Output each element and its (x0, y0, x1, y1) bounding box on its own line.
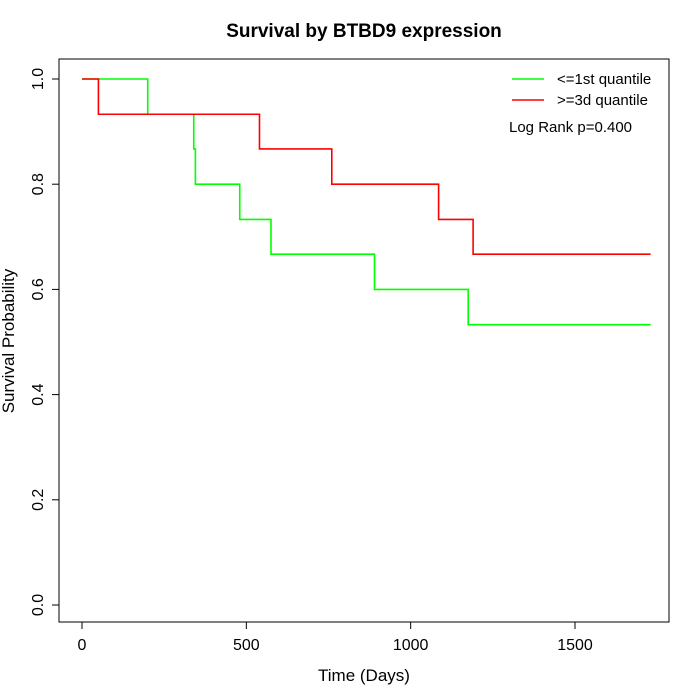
legend-label-high: >=3d quantile (557, 92, 648, 109)
x-tick-label: 0 (78, 637, 87, 654)
chart-title: Survival by BTBD9 expression (226, 21, 502, 42)
x-tick-label: 500 (233, 637, 260, 654)
series-line-high (82, 78, 651, 255)
y-tick-label: 1.0 (30, 68, 47, 90)
y-axis: 0.0 0.2 0.4 0.6 0.8 1.0 (30, 68, 60, 616)
y-tick-label: 0.8 (30, 173, 47, 195)
plot-frame (58, 58, 670, 623)
y-tick-label: 0.0 (30, 594, 47, 616)
y-tick-label: 0.6 (30, 278, 47, 300)
series-line-low (82, 78, 651, 326)
legend: <=1st quantile >=3d quantile (512, 71, 651, 109)
x-tick-label: 1500 (557, 637, 593, 654)
y-tick-label: 0.4 (30, 383, 47, 405)
log-rank-annotation: Log Rank p=0.400 (509, 119, 632, 136)
x-tick-label: 1000 (393, 637, 429, 654)
legend-label-low: <=1st quantile (557, 71, 651, 88)
y-axis-label: Survival Probability (0, 268, 18, 413)
x-axis-label: Time (Days) (318, 666, 410, 685)
x-axis: 0 500 1000 1500 (78, 621, 593, 654)
y-tick-label: 0.2 (30, 489, 47, 511)
series-layer (82, 78, 651, 326)
